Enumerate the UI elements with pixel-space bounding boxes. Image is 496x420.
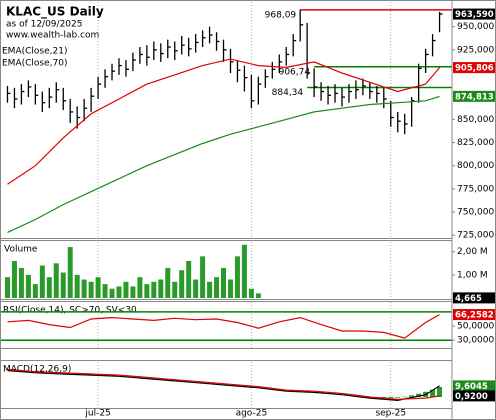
- volume-bar: [81, 279, 87, 298]
- volume-bar: [123, 281, 129, 298]
- macd-histogram-bar: [416, 393, 422, 397]
- volume-bar: [186, 260, 192, 298]
- volume-bar: [109, 288, 115, 298]
- volume-bar: [214, 277, 220, 298]
- volume-bar: [200, 256, 206, 298]
- indicator-line: [7, 368, 440, 400]
- legend-label: EMA(Close,70): [2, 59, 67, 69]
- chart-title: KLAC_US Daily: [6, 5, 104, 20]
- indicator-line: [7, 95, 440, 233]
- y-tick-label: 800,000: [457, 161, 494, 171]
- last-value-box: [453, 8, 495, 20]
- volume-bar: [193, 279, 199, 298]
- macd-histogram-bar: [409, 395, 415, 397]
- y-tick-label: 825,000: [457, 138, 494, 148]
- macd-histogram-bar: [395, 396, 401, 398]
- indicator-line: [7, 58, 440, 185]
- legend-label: EMA(Close,21): [2, 47, 67, 57]
- volume-bar: [221, 267, 227, 298]
- last-value-label: 9,6045: [455, 382, 488, 392]
- last-value-label: 905,806: [455, 64, 494, 74]
- last-value-label: 0,9200: [455, 392, 488, 402]
- panel-title: MACD(12,26,9): [3, 365, 71, 375]
- panel-title: Volume: [4, 245, 38, 255]
- last-value-label: 874,813: [455, 92, 494, 102]
- volume-bar: [179, 270, 185, 298]
- last-value-label: 4,665: [455, 294, 482, 304]
- indicator-line: [7, 369, 440, 402]
- volume-bar: [25, 274, 31, 298]
- volume-bar: [102, 284, 108, 298]
- volume-bar: [207, 281, 213, 298]
- volume-bar: [172, 281, 178, 298]
- y-tick-label: 725,000: [457, 231, 494, 241]
- volume-bar: [241, 244, 247, 298]
- level-label: 968,09: [265, 10, 297, 20]
- x-tick-label: sep-25: [375, 409, 406, 419]
- macd-histogram-bar: [430, 389, 436, 397]
- volume-bar: [116, 286, 122, 298]
- y-tick-label: 2,00 M: [457, 247, 488, 257]
- volume-bar: [95, 277, 101, 298]
- volume-bar: [130, 286, 136, 298]
- panel-title: RSI(Close,14), SC>70, SV<30: [3, 306, 137, 316]
- last-value-box: [453, 90, 495, 102]
- volume-bar: [151, 281, 157, 298]
- volume-bar: [32, 284, 38, 298]
- volume-bar: [255, 293, 261, 298]
- y-tick-label: 50,0000: [457, 322, 494, 332]
- volume-bar: [88, 281, 94, 298]
- level-label: 906,74: [279, 67, 311, 77]
- volume-bar: [74, 274, 80, 298]
- volume-bar: [39, 265, 45, 298]
- y-tick-label: 850,000: [457, 115, 494, 125]
- last-value-box: [453, 292, 495, 304]
- y-tick-label: 1,00 M: [457, 270, 488, 280]
- last-value-box: [453, 380, 495, 392]
- y-tick-label: 925,000: [457, 45, 494, 55]
- x-tick-label: jul-25: [84, 409, 110, 419]
- y-tick-label: 950,000: [457, 22, 494, 32]
- y-tick-label: 775,000: [457, 184, 494, 194]
- volume-bar: [60, 272, 66, 298]
- chart-subtitle: as of 12/09/2025: [6, 20, 82, 30]
- last-value-box: [453, 62, 495, 74]
- volume-bar: [234, 256, 240, 298]
- level-label: 884,34: [272, 88, 304, 98]
- volume-bar: [137, 277, 143, 298]
- x-tick-label: ago-25: [236, 409, 268, 419]
- volume-bar: [53, 263, 59, 298]
- macd-histogram-bar: [437, 386, 443, 397]
- volume-bar: [46, 277, 52, 298]
- volume-bar: [67, 247, 73, 298]
- volume-bar: [4, 277, 10, 298]
- volume-bar: [158, 279, 164, 298]
- volume-bar: [18, 267, 24, 298]
- volume-bar: [227, 279, 233, 298]
- last-value-box: [453, 390, 495, 402]
- last-value-box: [453, 309, 495, 321]
- y-tick-label: 30,0000: [457, 336, 494, 346]
- last-value-label: 963,590: [455, 10, 494, 20]
- macd-histogram-bar: [402, 396, 408, 398]
- y-tick-label: 750,000: [457, 208, 494, 218]
- macd-histogram-bar: [388, 396, 394, 399]
- volume-bar: [248, 288, 254, 298]
- volume-bar: [144, 284, 150, 298]
- last-value-label: 66,2582: [455, 311, 494, 321]
- indicator-line: [7, 314, 440, 339]
- volume-bar: [11, 260, 17, 298]
- volume-bar: [165, 267, 171, 298]
- source: www.wealth-lab.com: [6, 31, 99, 41]
